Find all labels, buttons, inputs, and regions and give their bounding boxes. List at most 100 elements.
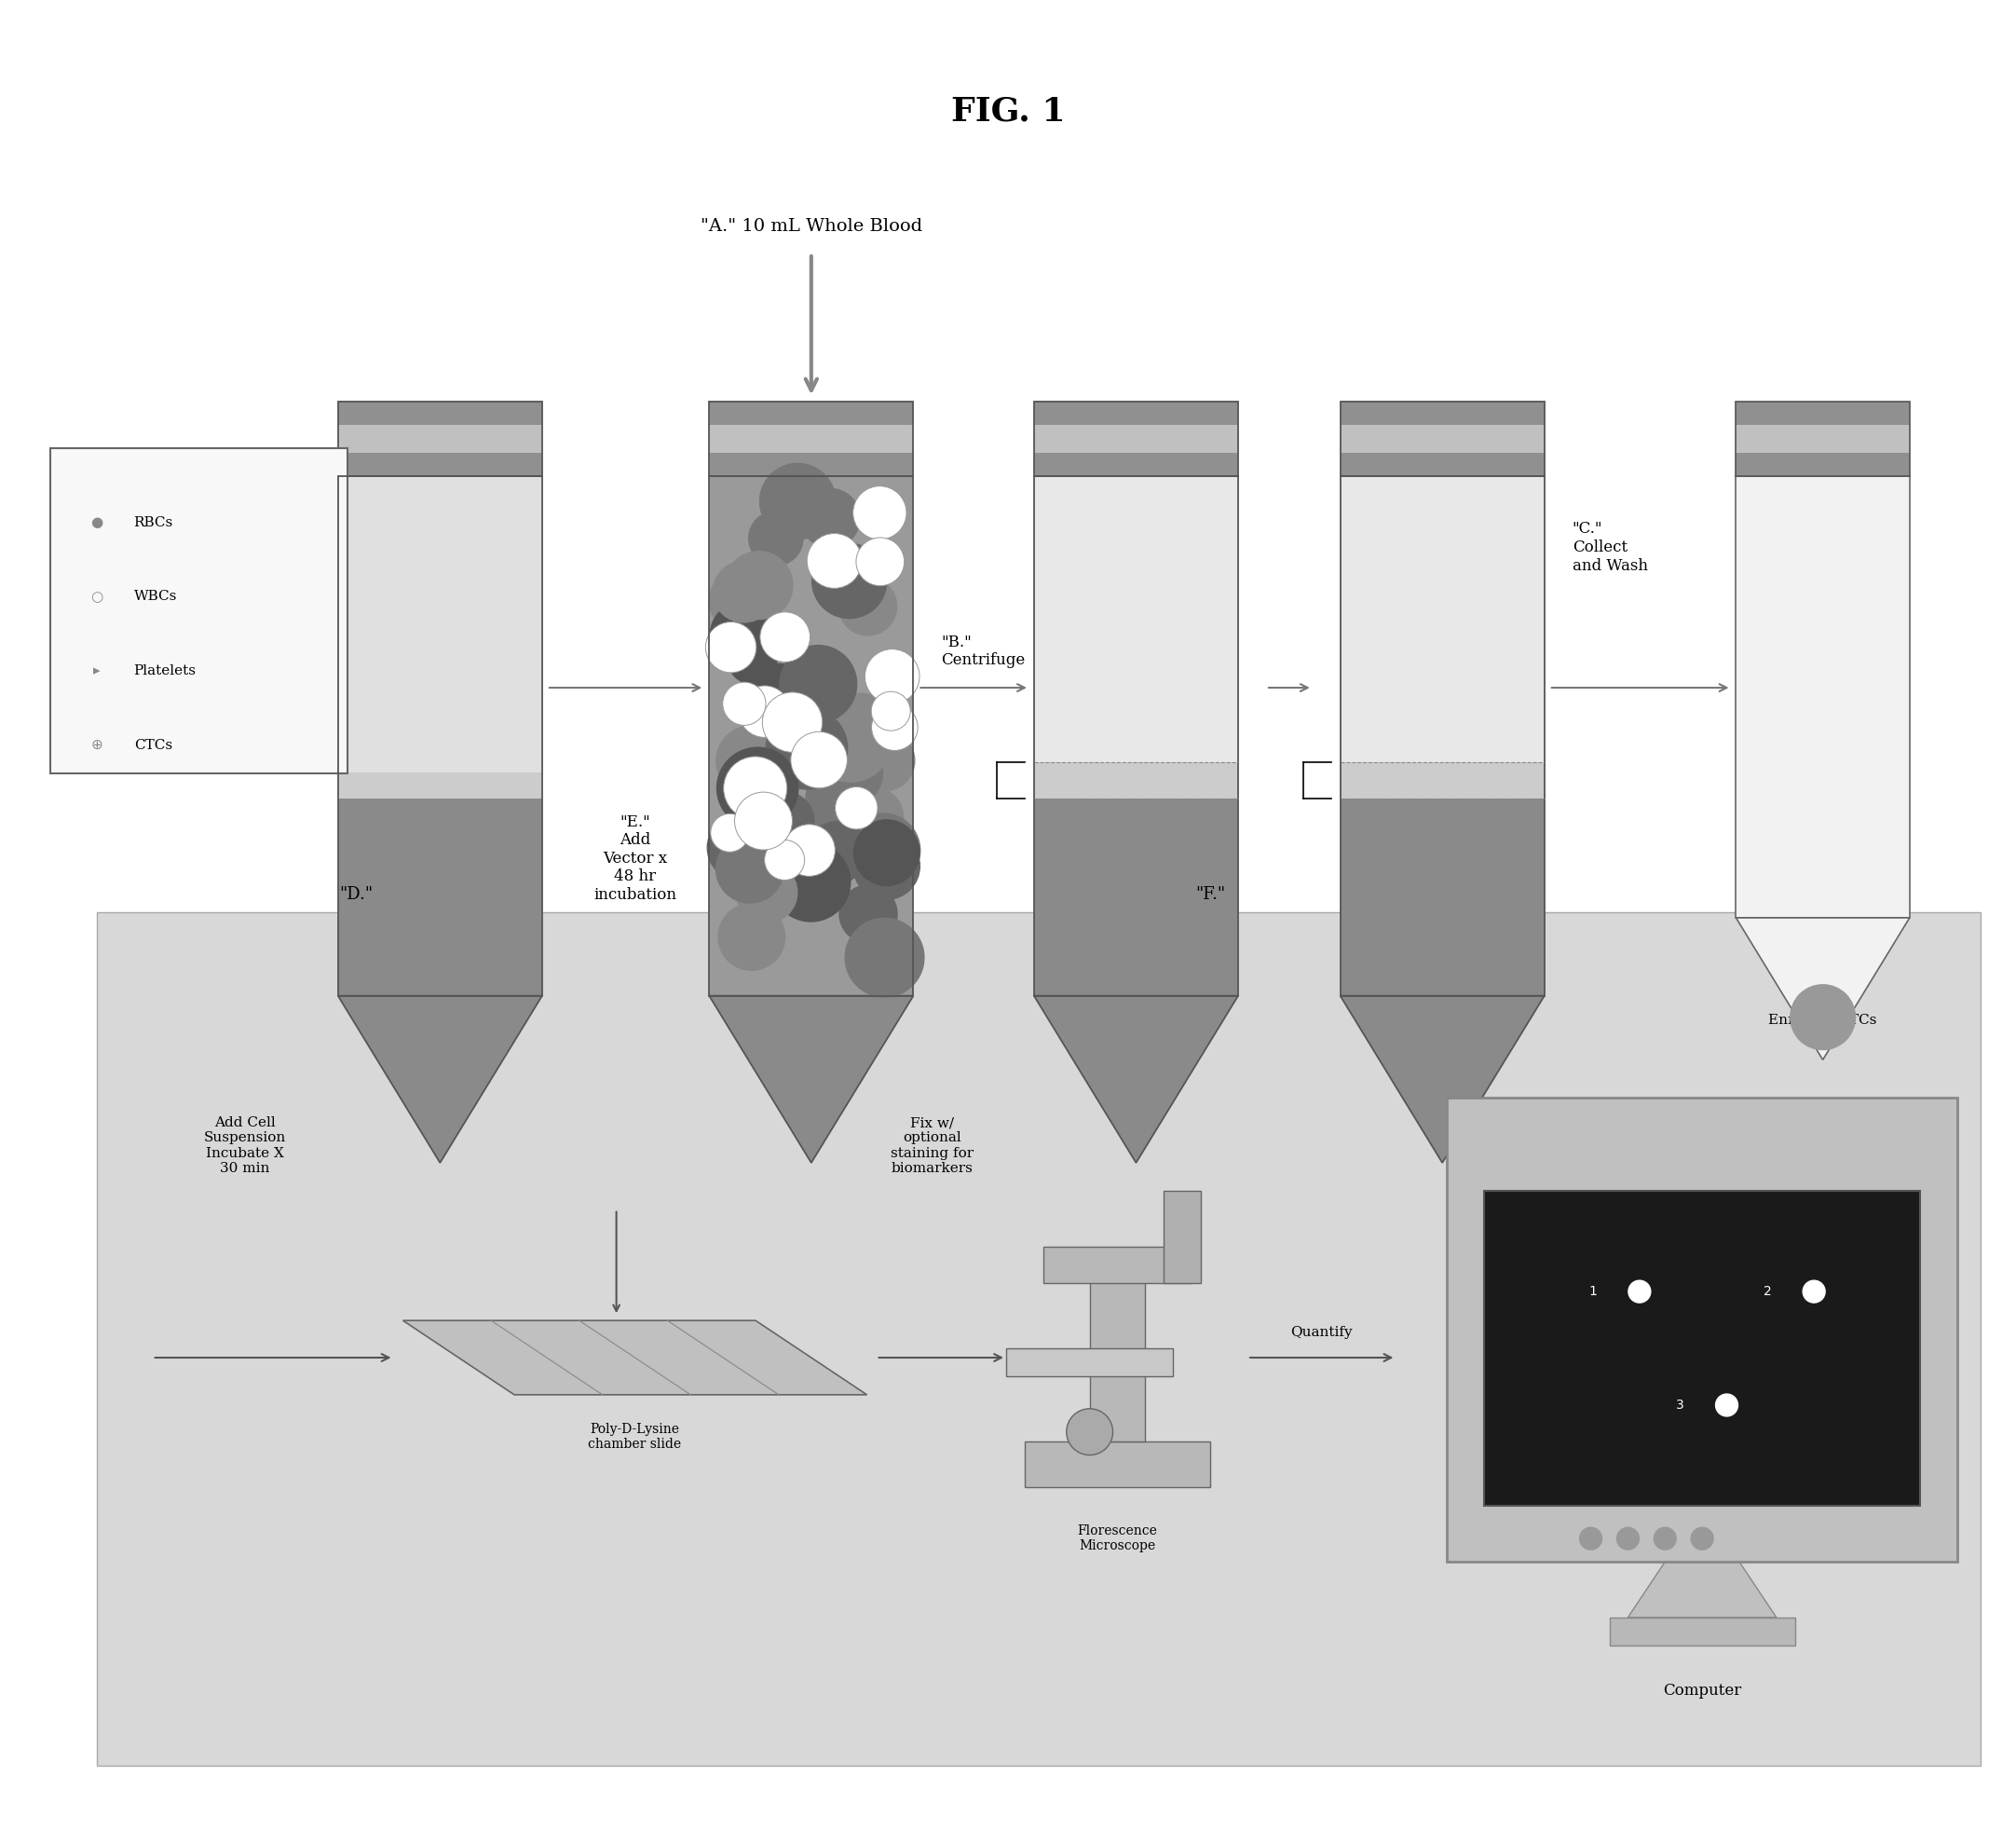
Circle shape <box>839 577 897 636</box>
Circle shape <box>738 686 790 738</box>
Circle shape <box>806 533 861 588</box>
Circle shape <box>1629 1280 1651 1302</box>
Circle shape <box>710 570 772 632</box>
Circle shape <box>871 692 911 730</box>
Circle shape <box>790 732 847 787</box>
Bar <box>339 798 542 996</box>
Bar <box>710 402 913 476</box>
Circle shape <box>710 813 748 852</box>
Text: Platelets: Platelets <box>133 664 196 677</box>
Circle shape <box>734 793 792 850</box>
Bar <box>1736 402 1909 476</box>
Text: "E."
Add
Vector x
48 hr
incubation: "E." Add Vector x 48 hr incubation <box>593 813 677 904</box>
Circle shape <box>800 489 861 548</box>
Bar <box>1034 476 1238 762</box>
Bar <box>1736 426 1909 454</box>
Bar <box>710 787 913 813</box>
Text: ○: ○ <box>91 590 103 603</box>
Text: Add Cell
Suspension
Incubate X
30 min: Add Cell Suspension Incubate X 30 min <box>204 1116 286 1175</box>
Circle shape <box>857 538 905 586</box>
Text: "B."
Centrifuge: "B." Centrifuge <box>941 634 1026 668</box>
Circle shape <box>714 561 774 623</box>
Circle shape <box>718 904 784 970</box>
Circle shape <box>847 813 919 887</box>
Bar <box>1042 1247 1191 1283</box>
Circle shape <box>1581 1527 1603 1549</box>
Circle shape <box>722 682 766 725</box>
Circle shape <box>812 544 887 618</box>
Bar <box>1341 476 1544 996</box>
Bar <box>710 476 913 996</box>
Text: 1: 1 <box>1589 1285 1597 1298</box>
Bar <box>339 773 542 798</box>
Polygon shape <box>1627 1562 1776 1617</box>
Bar <box>710 402 913 476</box>
Circle shape <box>853 833 919 900</box>
Circle shape <box>718 747 798 828</box>
Circle shape <box>760 612 810 662</box>
Circle shape <box>853 487 907 540</box>
Circle shape <box>748 511 802 566</box>
Bar <box>1341 762 1544 798</box>
Circle shape <box>716 835 784 904</box>
Circle shape <box>760 463 835 538</box>
Bar <box>1034 476 1238 996</box>
Circle shape <box>821 743 883 804</box>
Circle shape <box>839 885 897 942</box>
Text: CTCs: CTCs <box>133 739 171 752</box>
Polygon shape <box>339 996 542 1164</box>
Circle shape <box>1066 1409 1113 1455</box>
Circle shape <box>708 815 772 880</box>
Circle shape <box>780 645 857 723</box>
Circle shape <box>1617 1527 1639 1549</box>
Bar <box>1341 798 1544 996</box>
Circle shape <box>736 861 796 924</box>
Circle shape <box>1790 985 1855 1049</box>
Text: FIG. 1: FIG. 1 <box>952 96 1064 127</box>
Circle shape <box>871 704 917 751</box>
Text: Fix w/
optional
staining for
biomarkers: Fix w/ optional staining for biomarkers <box>891 1116 974 1175</box>
Polygon shape <box>403 1320 867 1394</box>
Text: Quantify: Quantify <box>1290 1326 1353 1339</box>
Bar <box>1034 798 1238 996</box>
Circle shape <box>784 824 835 876</box>
Circle shape <box>764 841 804 880</box>
Circle shape <box>706 621 756 673</box>
Text: Poly-D-Lysine
chamber slide: Poly-D-Lysine chamber slide <box>589 1422 681 1451</box>
Text: 3: 3 <box>1675 1398 1685 1413</box>
Text: 2: 2 <box>1764 1285 1772 1298</box>
Bar <box>1609 1617 1794 1645</box>
Bar <box>1034 762 1238 798</box>
Bar <box>1341 402 1544 476</box>
Bar <box>1736 402 1909 476</box>
Bar <box>1006 1348 1173 1376</box>
Bar <box>710 476 913 787</box>
Bar <box>339 402 542 476</box>
Circle shape <box>806 767 869 830</box>
Text: ●: ● <box>91 516 103 529</box>
Text: "F.": "F." <box>1195 887 1226 904</box>
Bar <box>710 426 913 454</box>
Bar <box>339 476 542 996</box>
Circle shape <box>810 701 891 782</box>
Bar <box>1163 1191 1202 1283</box>
Polygon shape <box>1034 996 1238 1164</box>
Text: "A." 10 mL Whole Blood: "A." 10 mL Whole Blood <box>700 218 921 234</box>
Circle shape <box>835 787 877 830</box>
Bar <box>1341 402 1544 476</box>
Circle shape <box>766 708 847 789</box>
Text: "D.": "D." <box>341 887 373 904</box>
Bar <box>1484 1191 1921 1507</box>
Bar <box>97 913 1980 1767</box>
Circle shape <box>829 693 893 756</box>
Circle shape <box>772 843 851 922</box>
Text: WBCs: WBCs <box>133 590 177 603</box>
Circle shape <box>726 551 792 620</box>
Bar <box>1091 1256 1145 1442</box>
Circle shape <box>756 791 814 850</box>
Text: "C."
Collect
and Wash: "C." Collect and Wash <box>1572 522 1647 573</box>
Text: Florescence
Microscope: Florescence Microscope <box>1077 1525 1157 1553</box>
Bar <box>339 402 542 476</box>
Bar <box>339 476 542 773</box>
Circle shape <box>1691 1527 1714 1549</box>
